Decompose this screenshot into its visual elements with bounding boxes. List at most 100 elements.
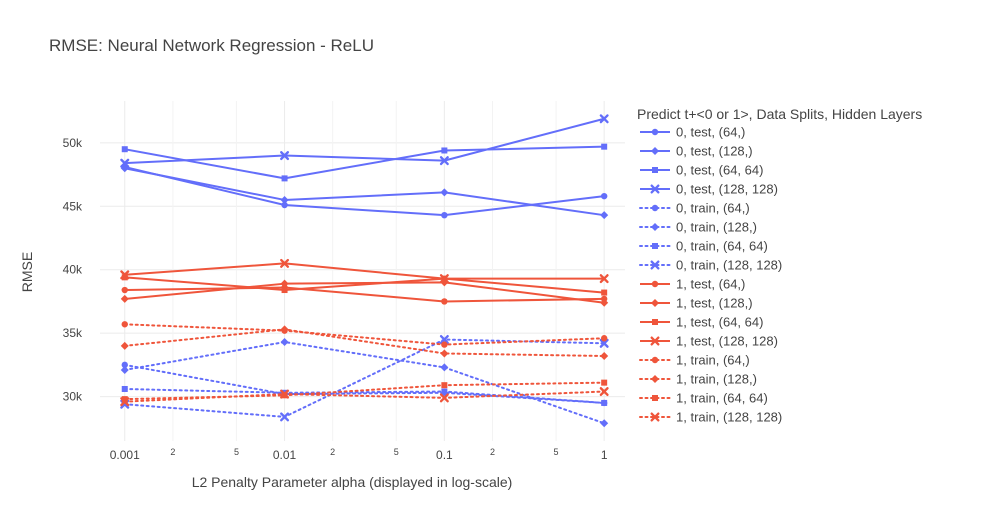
legend-item[interactable]: 0, test, (64,) xyxy=(640,125,745,140)
legend-items: 0, test, (64,) 0, test, (128,) 0, test, (6… xyxy=(639,125,782,425)
x-minor-tick-label: 5 xyxy=(554,447,559,457)
data-point xyxy=(599,387,609,397)
data-point xyxy=(280,195,289,204)
legend-item[interactable]: 1, test, (64, 64) xyxy=(640,315,763,330)
data-point xyxy=(280,279,289,288)
x-minor-tick-label: 5 xyxy=(234,447,239,457)
legend-item[interactable]: 1, test, (128, 128) xyxy=(640,334,778,349)
legend-marker xyxy=(650,412,660,422)
series-line xyxy=(124,165,605,217)
data-point xyxy=(600,211,609,220)
legend-marker xyxy=(651,223,659,231)
legend-marker xyxy=(652,167,658,173)
y-tick-label: 40k xyxy=(63,263,83,277)
data-point xyxy=(441,147,448,154)
legend-item[interactable]: 1, test, (128,) xyxy=(640,296,753,311)
x-axis-ticks: 0.001 0.01 0.1 1 2 5 2 5 2 5 xyxy=(110,447,608,462)
data-point xyxy=(441,211,448,219)
legend-item[interactable]: 0, test, (128, 128) xyxy=(640,182,778,197)
series-line xyxy=(123,341,606,425)
series-3 xyxy=(120,114,609,168)
legend-label: 0, test, (64,) xyxy=(676,125,745,140)
legend-label: 0, train, (128, 128) xyxy=(676,258,782,273)
data-point xyxy=(121,286,128,294)
series-line xyxy=(124,281,605,304)
series-line xyxy=(123,387,606,404)
legend-label: 0, test, (128, 128) xyxy=(676,182,778,197)
data-point xyxy=(121,361,128,369)
data-point xyxy=(600,335,608,342)
series-line xyxy=(123,363,606,404)
legend-label: 1, train, (64,) xyxy=(676,353,750,368)
series-6 xyxy=(121,385,608,406)
legend-item[interactable]: 0, train, (64, 64) xyxy=(639,239,768,254)
series-line xyxy=(124,145,605,180)
legend-label: 0, test, (128,) xyxy=(676,144,753,159)
legend-label: 1, test, (128,) xyxy=(676,296,753,311)
series-line xyxy=(124,286,605,303)
data-point xyxy=(281,287,288,294)
series-13 xyxy=(120,325,609,360)
series-line xyxy=(123,381,606,401)
data-point xyxy=(120,294,129,303)
legend-item[interactable]: 0, train, (128, 128) xyxy=(639,258,782,273)
x-minor-tick-label: 2 xyxy=(490,447,495,457)
series-line xyxy=(123,328,606,357)
data-point xyxy=(281,201,288,209)
y-axis-label: RMSE xyxy=(19,252,35,292)
data-point xyxy=(121,146,128,153)
legend-title: Predict t+<0 or 1>, Data Splits, Hidden … xyxy=(637,106,922,122)
legend: Predict t+<0 or 1>, Data Splits, Hidden … xyxy=(637,106,922,425)
data-point xyxy=(280,258,290,268)
data-point xyxy=(601,289,608,296)
data-point xyxy=(121,385,128,392)
data-point xyxy=(600,419,609,428)
data-point xyxy=(441,298,448,305)
plot-area xyxy=(120,114,609,428)
series-line xyxy=(123,338,606,418)
x-tick-label: 0.1 xyxy=(436,448,453,462)
series-7 xyxy=(120,335,609,422)
legend-marker xyxy=(650,336,660,346)
x-tick-label: 0.01 xyxy=(273,448,297,462)
series-line xyxy=(123,323,606,346)
legend-item[interactable]: 1, test, (64,) xyxy=(640,277,745,292)
legend-item[interactable]: 0, test, (64, 64) xyxy=(640,163,763,178)
y-tick-label: 50k xyxy=(63,136,83,150)
data-point xyxy=(599,274,609,284)
legend-item[interactable]: 0, train, (64,) xyxy=(639,201,750,216)
data-point xyxy=(280,412,290,422)
legend-marker xyxy=(651,128,659,136)
y-tick-label: 45k xyxy=(63,199,83,213)
data-point xyxy=(600,352,609,360)
legend-item[interactable]: 1, train, (128, 128) xyxy=(639,410,782,425)
legend-item[interactable]: 0, test, (128,) xyxy=(640,144,753,159)
legend-label: 1, test, (64,) xyxy=(676,277,745,292)
series-line xyxy=(124,167,605,217)
legend-label: 1, test, (64, 64) xyxy=(676,315,763,330)
data-point xyxy=(121,321,128,328)
legend-item[interactable]: 1, train, (64, 64) xyxy=(639,391,768,406)
legend-item[interactable]: 1, train, (128,) xyxy=(639,372,757,387)
x-minor-tick-label: 2 xyxy=(170,447,175,457)
series-11 xyxy=(120,258,609,284)
legend-item[interactable]: 1, train, (64,) xyxy=(639,353,750,368)
series-15 xyxy=(120,387,609,407)
legend-label: 0, train, (64,) xyxy=(676,201,750,216)
data-point xyxy=(601,399,608,406)
series-5 xyxy=(120,338,609,428)
x-minor-tick-label: 2 xyxy=(330,447,335,457)
data-point xyxy=(599,338,609,348)
data-point xyxy=(439,393,449,403)
legend-marker xyxy=(651,204,659,212)
legend-label: 1, train, (128, 128) xyxy=(676,410,782,425)
data-point xyxy=(280,389,290,399)
series-line xyxy=(124,117,605,165)
y-tick-label: 30k xyxy=(63,390,83,404)
data-point xyxy=(439,335,449,345)
data-point xyxy=(121,396,128,403)
legend-label: 0, train, (64, 64) xyxy=(676,239,768,254)
data-point xyxy=(120,270,130,280)
legend-item[interactable]: 0, train, (128,) xyxy=(639,220,757,235)
